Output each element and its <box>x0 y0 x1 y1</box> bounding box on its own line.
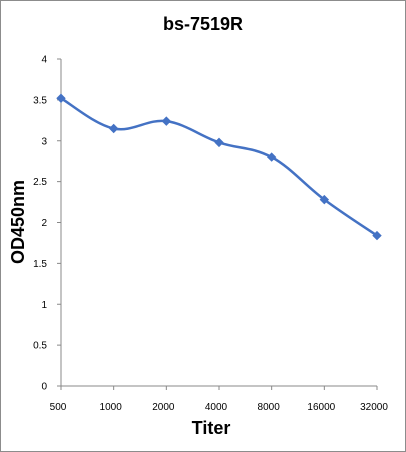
y-tick-labels: 0 0.5 1 1.5 2 2.5 3 3.5 4 <box>33 55 47 393</box>
y-tick-label: 0.5 <box>33 341 47 352</box>
x-tick-label: 1000 <box>100 402 123 413</box>
data-point-marker <box>56 93 66 103</box>
x-tick-label: 4000 <box>205 402 228 413</box>
y-axis-label: OD450nm <box>8 180 28 264</box>
data-point-marker <box>319 194 330 205</box>
data-point-marker <box>108 123 119 134</box>
data-point-marker <box>266 152 277 162</box>
x-tick-label: 32000 <box>360 402 388 413</box>
x-tick-labels: 500 1000 2000 4000 8000 16000 32000 <box>50 402 389 413</box>
y-tick-label: 3.5 <box>33 95 47 106</box>
x-tick-label: 500 <box>50 402 67 413</box>
data-point-marker <box>214 137 224 148</box>
series-line <box>60 97 378 237</box>
chart-title: bs-7519R <box>163 14 243 34</box>
y-tick-label: 4 <box>41 55 47 66</box>
x-tick-label: 2000 <box>152 402 175 413</box>
y-tick-label: 0 <box>41 382 47 393</box>
x-tick-label: 8000 <box>258 402 281 413</box>
x-axis-label: Titer <box>192 418 231 438</box>
axes <box>57 58 378 390</box>
data-point-marker <box>372 230 382 241</box>
series-group <box>56 93 382 241</box>
data-point-marker <box>161 116 172 126</box>
y-tick-label: 1.5 <box>33 259 47 270</box>
y-tick-label: 3 <box>41 136 47 147</box>
y-tick-label: 2 <box>41 218 47 229</box>
y-tick-label: 2.5 <box>33 177 47 188</box>
y-tick-label: 1 <box>41 300 47 311</box>
x-tick-label: 16000 <box>307 402 335 413</box>
